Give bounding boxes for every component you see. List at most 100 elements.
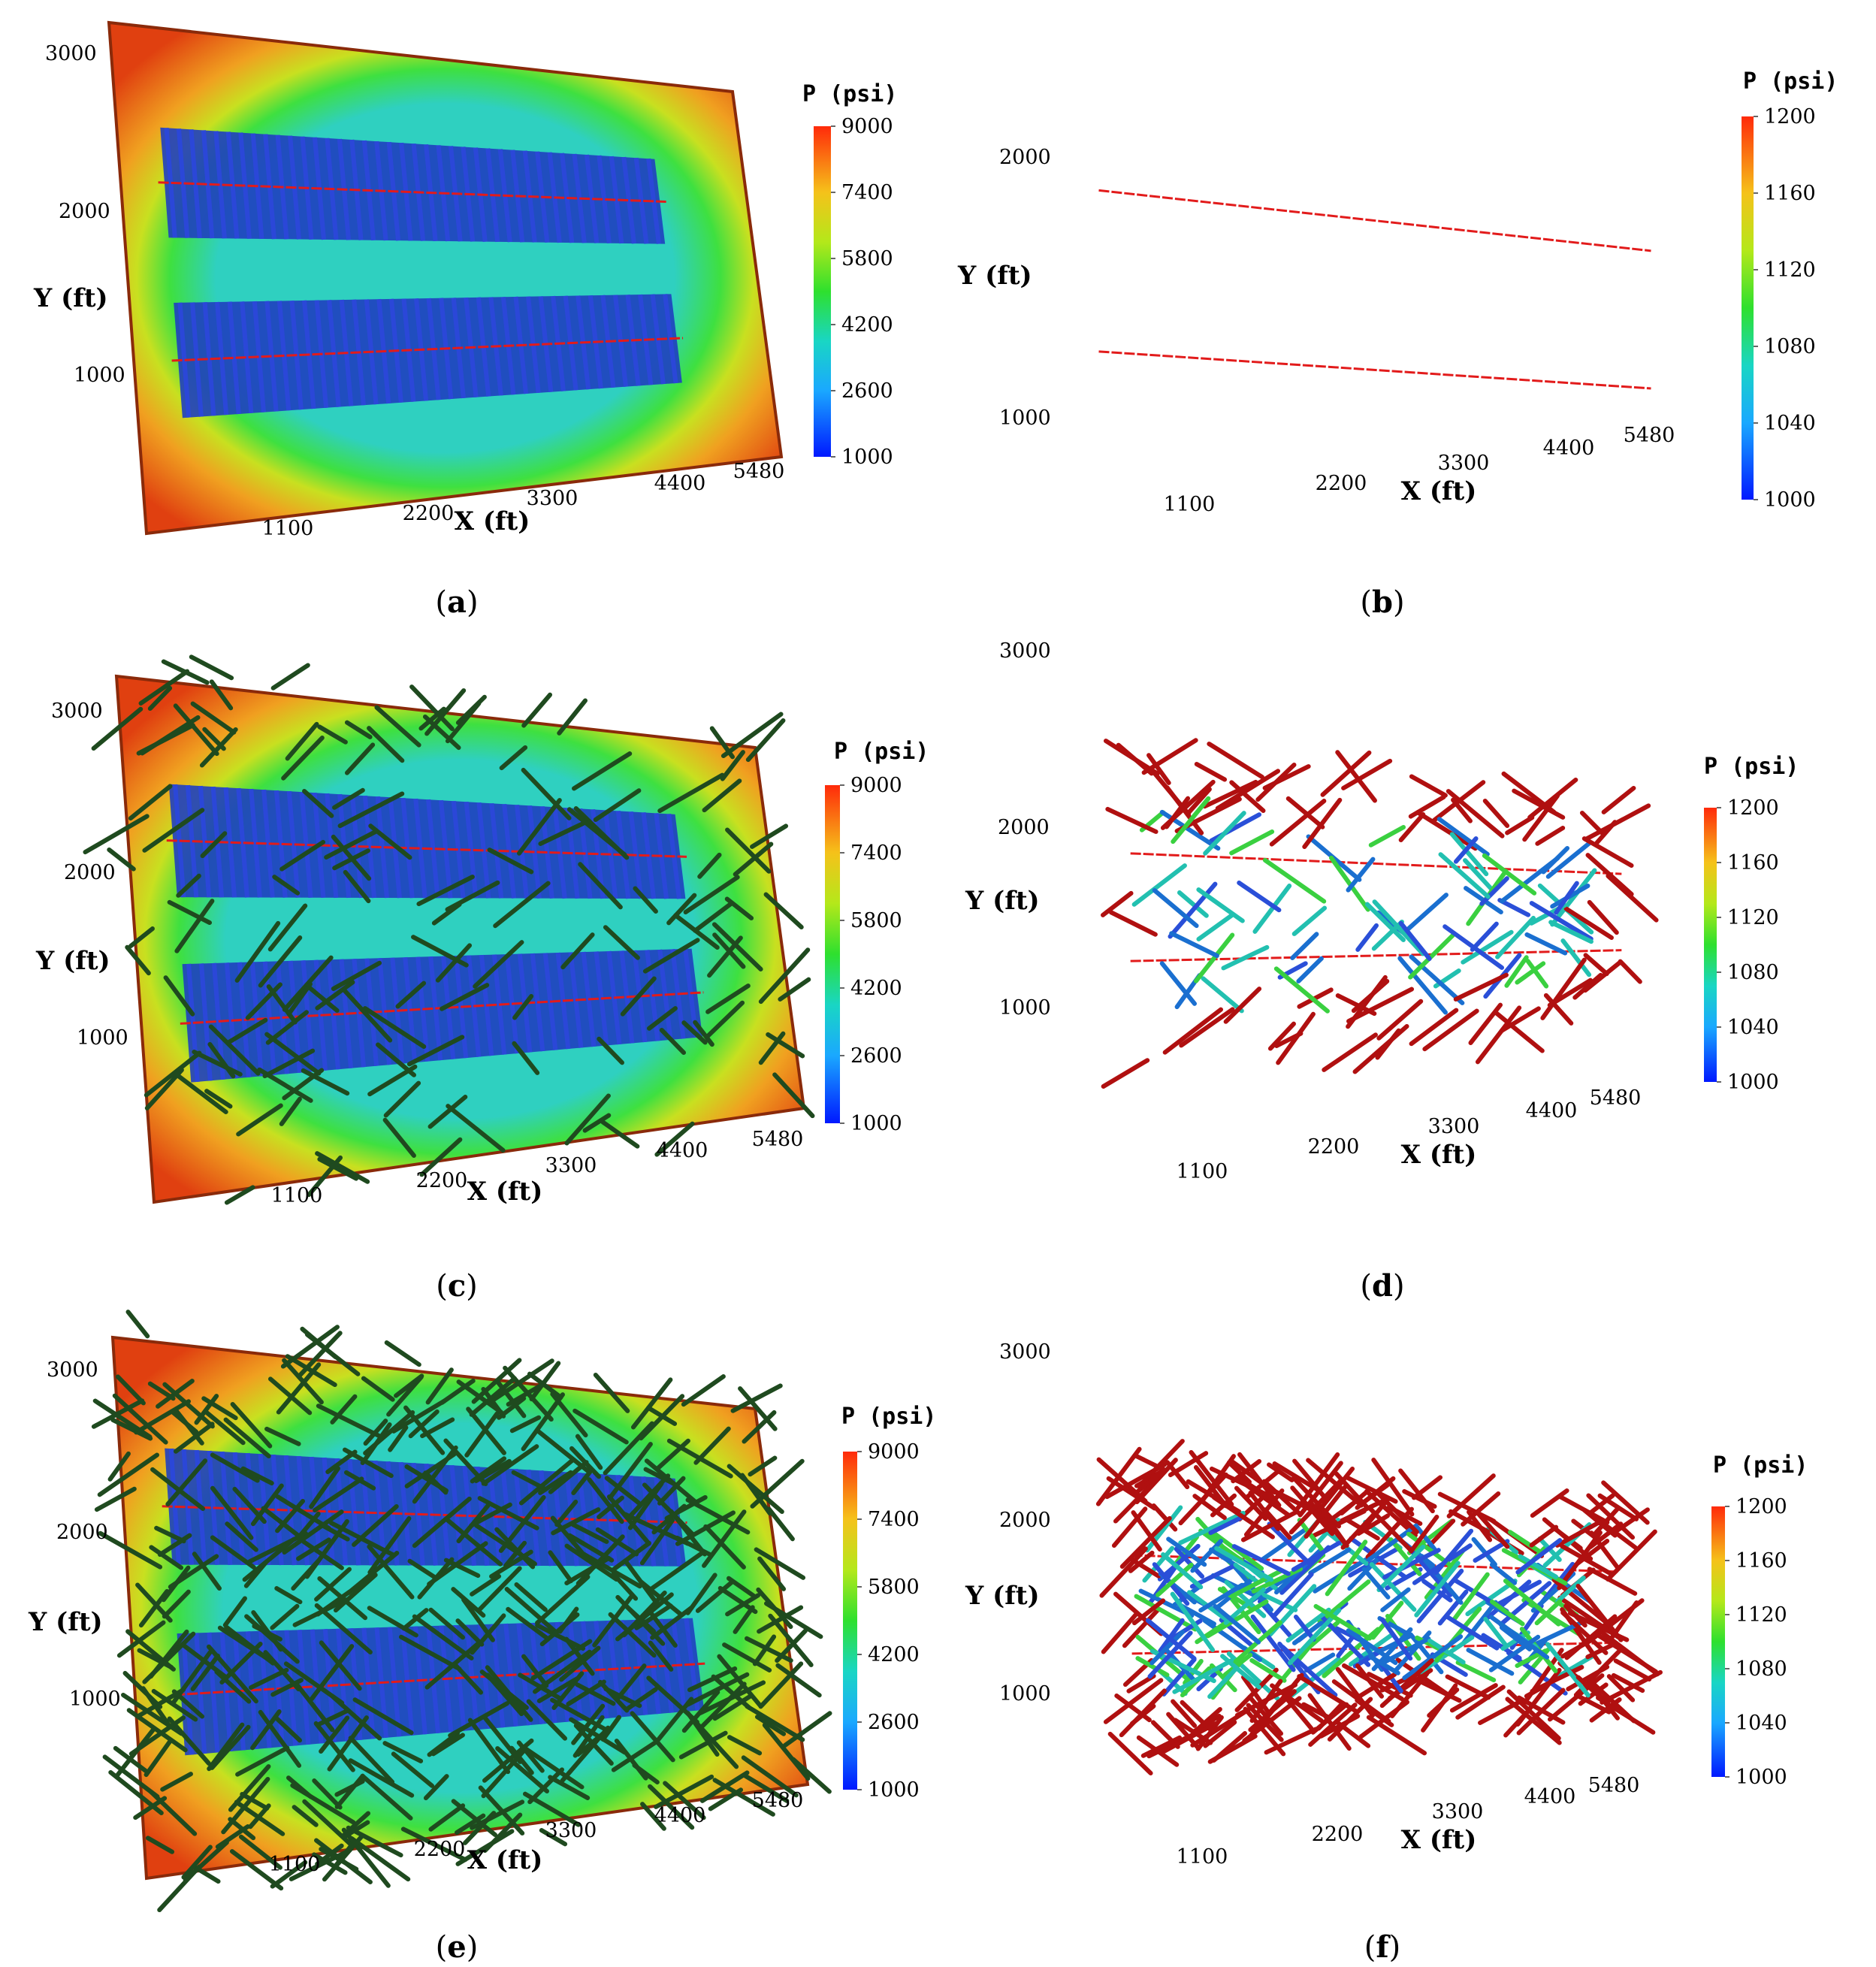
natural-fracture (1196, 887, 1245, 923)
natural-fracture (296, 1331, 343, 1379)
natural-fracture (1356, 1513, 1390, 1536)
natural-fracture (1178, 1510, 1246, 1546)
natural-fracture (1230, 1620, 1282, 1667)
natural-fracture (270, 1678, 304, 1697)
natural-fracture (1560, 1610, 1609, 1655)
natural-fracture (1234, 1485, 1268, 1521)
natural-fracture (477, 1496, 539, 1530)
natural-fracture (383, 1080, 421, 1118)
natural-fracture (1483, 1616, 1509, 1648)
natural-fracture (282, 1509, 344, 1555)
x-axis-label: X (ft) (455, 506, 530, 536)
x-tick-label: 2200 (414, 1838, 466, 1861)
natural-fracture (1131, 1598, 1166, 1626)
natural-fracture (564, 1093, 611, 1146)
hydraulic-fracture (249, 788, 262, 898)
natural-fracture (391, 1398, 447, 1434)
natural-fracture (464, 1411, 500, 1458)
natural-fracture (1095, 1446, 1142, 1506)
natural-fracture (726, 1576, 757, 1599)
natural-fracture (325, 1449, 358, 1475)
natural-fracture (1145, 1618, 1197, 1661)
natural-fracture (344, 720, 373, 739)
natural-fracture (738, 1386, 778, 1431)
colorbar-tick-label: 2600 (850, 1044, 902, 1068)
hydraulic-fracture (413, 798, 427, 899)
x-axis-label: X (ft) (1401, 1825, 1477, 1855)
natural-fracture (275, 1494, 331, 1531)
natural-fracture (1530, 1488, 1569, 1518)
natural-fracture (412, 1496, 472, 1549)
natural-fracture (693, 1020, 714, 1047)
natural-fracture (1322, 1032, 1378, 1072)
panel-caption: (b) (1360, 585, 1404, 620)
hydraulic-fracture (633, 157, 649, 244)
natural-fracture (642, 938, 700, 974)
natural-fracture (1151, 1503, 1178, 1532)
natural-fracture (1409, 774, 1448, 798)
natural-fracture (730, 1383, 783, 1413)
natural-fracture (1249, 1678, 1283, 1724)
natural-fracture (235, 1745, 290, 1777)
natural-fracture (1508, 1530, 1545, 1556)
natural-fracture (471, 1358, 522, 1404)
natural-fracture (1267, 1021, 1296, 1051)
natural-fracture (1498, 1581, 1552, 1627)
natural-fracture (147, 1381, 176, 1401)
horizontal-well (166, 839, 687, 858)
natural-fracture (593, 788, 642, 823)
natural-fracture (1547, 1673, 1605, 1722)
natural-fracture (452, 1661, 483, 1695)
natural-fracture (122, 1670, 163, 1709)
colorbar-tick-label: 5800 (868, 1576, 920, 1599)
natural-fracture (341, 1827, 391, 1888)
natural-fracture (1527, 777, 1578, 820)
natural-fracture (1585, 1642, 1615, 1660)
natural-fracture (563, 1636, 595, 1676)
natural-fracture (559, 1645, 601, 1682)
natural-fracture (145, 1836, 175, 1854)
natural-fracture (1220, 1654, 1261, 1690)
natural-fracture (286, 981, 313, 1017)
natural-fracture (281, 736, 325, 781)
natural-fracture (1166, 1536, 1207, 1567)
natural-fracture (1205, 1599, 1269, 1639)
fracture-block-1 (1130, 820, 1622, 898)
hydraulic-fracture (584, 154, 600, 243)
natural-fracture (697, 852, 722, 879)
natural-fracture (725, 827, 772, 874)
natural-fracture (250, 1709, 282, 1751)
y-tick-label: 2000 (56, 1521, 108, 1544)
natural-fracture (1141, 738, 1198, 775)
panel-d: 3000 2000 1000 Y (ft) 1100 2200 3300 4400 5480 X … (965, 639, 1799, 1304)
natural-fracture (1185, 787, 1212, 816)
natural-fracture (1198, 1582, 1245, 1613)
natural-fracture (1335, 750, 1377, 803)
hydraulic-fracture (190, 302, 204, 417)
natural-fracture (1166, 1712, 1200, 1749)
natural-fracture (1453, 836, 1479, 864)
natural-fracture (1563, 1603, 1588, 1628)
natural-fracture (1409, 1008, 1459, 1047)
hydraulic-fracture (173, 784, 186, 898)
natural-fracture (165, 1458, 208, 1506)
natural-fracture (295, 1511, 321, 1540)
natural-fracture (210, 1452, 260, 1483)
natural-fracture (707, 935, 743, 978)
natural-fracture (1310, 1501, 1348, 1546)
colorbar-tick-label: 1080 (1736, 1657, 1787, 1681)
natural-fracture (527, 1767, 565, 1805)
natural-fracture (603, 925, 640, 960)
hydraulic-fracture (426, 799, 440, 899)
hydraulic-fracture (164, 128, 177, 238)
natural-fracture (1581, 836, 1634, 869)
x-tick-label: 3300 (1438, 452, 1490, 475)
y-tick-label: 2000 (998, 816, 1050, 839)
colorbar-tick-label: 7400 (841, 181, 893, 204)
natural-fracture (445, 701, 482, 744)
natural-fracture (149, 1790, 198, 1836)
natural-fracture (624, 1687, 658, 1712)
natural-fracture (1506, 1689, 1561, 1741)
natural-fracture (750, 823, 789, 849)
natural-fracture (778, 977, 811, 1002)
